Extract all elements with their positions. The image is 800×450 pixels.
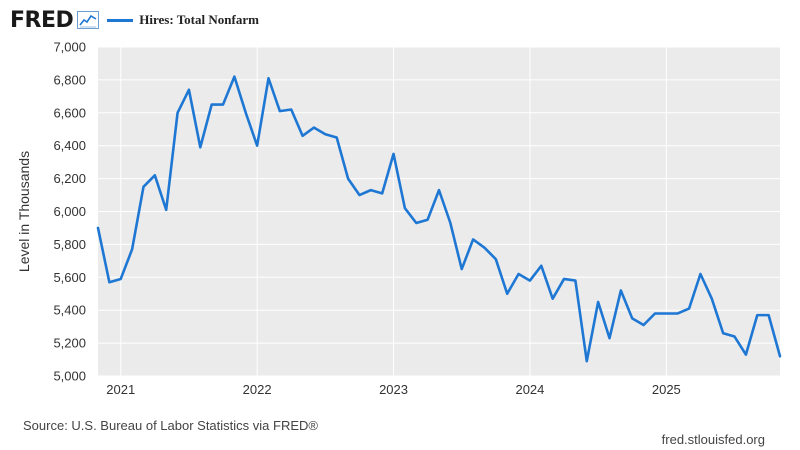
legend-line-swatch — [107, 18, 134, 22]
source-note: Source: U.S. Bureau of Labor Statistics … — [23, 418, 318, 433]
x-tick-label: 2025 — [652, 382, 681, 397]
y-tick-label: 5,800 — [53, 237, 86, 252]
y-tick-label: 6,800 — [53, 72, 86, 87]
x-tick-label: 2022 — [243, 382, 272, 397]
y-tick-label: 5,400 — [53, 303, 86, 318]
y-tick-label: 6,600 — [53, 105, 86, 120]
legend-label: Hires: Total Nonfarm — [139, 12, 259, 27]
series-line-hires — [96, 75, 782, 363]
fred-logo[interactable]: FRED — [10, 7, 74, 33]
x-tick-label: 2024 — [515, 382, 544, 397]
y-tick-label: 6,000 — [53, 204, 86, 219]
y-axis-label: Level in Thousands — [16, 151, 32, 272]
chart-header: FRED Hires: Total Nonfarm — [10, 6, 259, 34]
x-tick-label: 2021 — [106, 382, 135, 397]
y-tick-label: 7,000 — [53, 40, 86, 55]
x-tick-label: 2023 — [379, 382, 408, 397]
y-tick-label: 6,200 — [53, 171, 86, 186]
fred-url-link[interactable]: fred.stlouisfed.org — [661, 432, 765, 447]
y-tick-label: 5,000 — [53, 369, 86, 384]
y-tick-label: 5,200 — [53, 336, 86, 351]
line-chart-icon — [77, 11, 100, 29]
y-tick-label: 6,400 — [53, 138, 86, 153]
y-tick-label: 5,600 — [53, 270, 86, 285]
